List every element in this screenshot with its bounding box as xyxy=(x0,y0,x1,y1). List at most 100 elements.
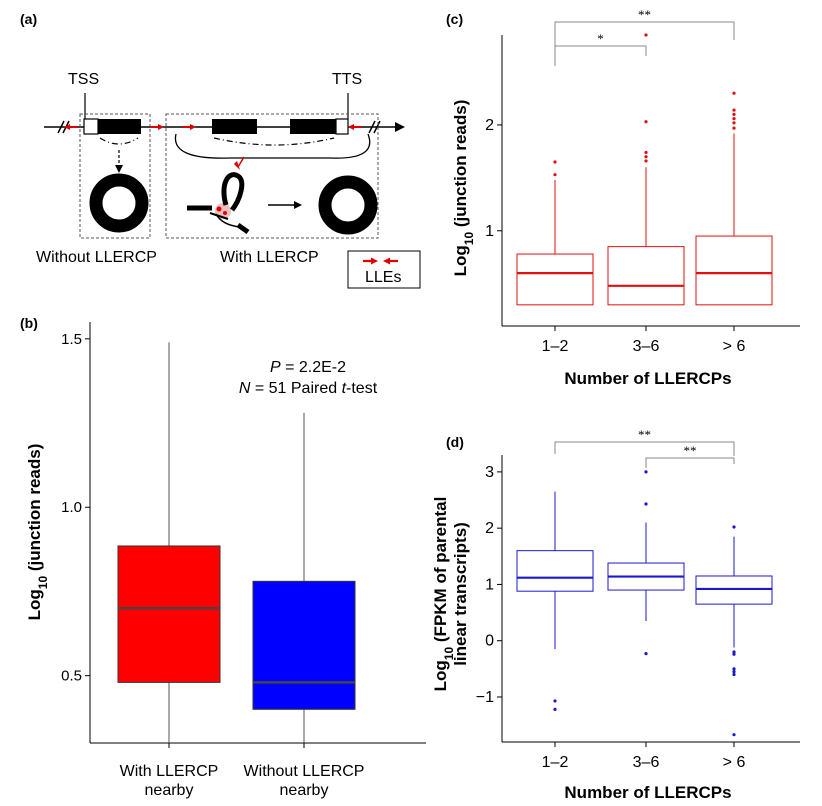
significance-label: ** xyxy=(684,443,697,458)
without-llercp-label: Without LLERCP xyxy=(36,249,157,266)
n-test-annotation: N = 51 Paired t-test xyxy=(239,380,378,397)
outlier-point xyxy=(553,707,557,711)
genome-arrowhead xyxy=(395,122,405,132)
y-tick-label: 0.5 xyxy=(61,668,82,685)
panel-b-label: (b) xyxy=(20,315,38,331)
x-tick-label: nearby xyxy=(145,782,194,799)
y-tick-label: 1.5 xyxy=(61,331,82,348)
panel-d-x-axis-title: Number of LLERCPs xyxy=(564,783,731,802)
y-tick-label: 1 xyxy=(485,576,494,593)
x-tick-label: nearby xyxy=(280,782,329,799)
y-axis-title-line: Log10 (FPKM of parental xyxy=(431,497,456,692)
lariat-loop-icon xyxy=(187,172,250,235)
with-llercp-label: With LLERCP xyxy=(220,249,319,266)
outlier-point xyxy=(732,672,736,677)
panel-c-label: (c) xyxy=(446,11,463,27)
x-tick-label: 3–6 xyxy=(633,754,660,771)
panel-a-label: (a) xyxy=(20,11,37,27)
outlier-point xyxy=(732,733,736,737)
panel-c-chart: (c) 121–2 3–6 > 6*** Log10 (junction reads… xyxy=(446,7,800,388)
exon-2 xyxy=(212,119,257,134)
circrna-left-icon xyxy=(89,173,149,233)
panel-d-y-axis-title: Log10 (FPKM of parental linear transcript… xyxy=(431,497,470,692)
circrna-right-icon xyxy=(318,175,378,235)
p-value-annotation: P = 2.2E-2 xyxy=(270,359,346,376)
tss-label: TSS xyxy=(68,71,99,88)
box xyxy=(117,545,221,683)
tts-label: TTS xyxy=(332,71,362,88)
pairing-arc xyxy=(174,133,371,159)
outlier-point xyxy=(553,173,557,177)
outlier-point xyxy=(644,470,648,474)
y-tick-label: 3 xyxy=(485,464,494,481)
outlier-point xyxy=(644,652,648,656)
box xyxy=(516,550,594,592)
outlier-point xyxy=(644,150,648,155)
box xyxy=(252,580,356,710)
box xyxy=(695,235,773,306)
splice-arc-left xyxy=(99,137,139,145)
x-tick-label: Without LLERCP xyxy=(244,763,365,780)
x-tick-label: > 6 xyxy=(723,338,746,355)
exon-3 xyxy=(290,119,336,134)
utr-3-box xyxy=(335,118,349,135)
significance-label: * xyxy=(597,31,604,46)
significance-label: ** xyxy=(638,427,651,442)
outlier-point xyxy=(553,160,557,164)
y-tick-label: 1 xyxy=(485,223,494,240)
utr-5-box xyxy=(83,118,99,135)
significance-label: ** xyxy=(638,7,651,22)
with-llercp-box xyxy=(165,113,379,239)
significance-bracket xyxy=(645,457,735,468)
panel-a-schematic: (a) TSS TTS xyxy=(20,11,421,289)
without-llercp-box xyxy=(79,113,151,239)
outlier-point xyxy=(732,525,736,529)
y-tick-label: 0 xyxy=(485,633,494,650)
panel-d-chart: (d) −1 0 1 2 3 1–2 3–6 > 6 ** ** Log10 (FPKM of p… xyxy=(431,427,800,802)
box xyxy=(516,253,594,306)
outlier-point xyxy=(732,112,736,116)
outlier-point xyxy=(732,652,736,656)
outlier-point xyxy=(732,121,736,125)
outlier-point xyxy=(732,670,736,674)
y-axis-title-line: Log10 (junction reads) xyxy=(25,444,50,621)
box xyxy=(607,246,685,306)
panel-b-chart: (b) 0.5 1.0 1.5 With LLERCP nearby Without LL… xyxy=(20,315,426,799)
lle-arrow-2 xyxy=(150,124,164,130)
panel-b-y-axis-title: Log10 (junction reads) xyxy=(25,444,50,621)
significance-bracket xyxy=(554,441,735,456)
significance-bracket xyxy=(554,45,647,66)
y-axis-title-line: Log10 (junction reads) xyxy=(451,100,476,277)
outlier-point xyxy=(732,91,736,95)
right-break-mark xyxy=(368,120,381,134)
splice-arc-right xyxy=(213,137,335,146)
transition-arrowhead xyxy=(294,201,302,209)
x-tick-label: 1–2 xyxy=(542,338,569,355)
x-tick-label: 1–2 xyxy=(542,754,569,771)
panel-d-label: (d) xyxy=(446,434,464,450)
lle-arrow-3 xyxy=(182,124,196,130)
y-tick-label: 2 xyxy=(485,520,494,537)
panel-c-x-axis-title: Number of LLERCPs xyxy=(564,369,731,388)
x-tick-label: 3–6 xyxy=(633,338,660,355)
outlier-point xyxy=(732,667,736,671)
down-arrowhead xyxy=(115,165,123,173)
outlier-point xyxy=(644,120,648,124)
lle-arrow-4 xyxy=(348,124,362,130)
y-axis-title-line: linear transcripts) xyxy=(451,522,470,666)
outlier-point xyxy=(732,108,736,112)
lle-arrow-1 xyxy=(64,124,78,130)
x-tick-label: With LLERCP xyxy=(120,763,219,780)
outlier-point xyxy=(644,159,648,163)
outlier-point xyxy=(644,33,648,37)
x-tick-label: > 6 xyxy=(723,754,746,771)
y-tick-label: 1.0 xyxy=(61,499,82,516)
box xyxy=(695,575,773,605)
outlier-point xyxy=(732,116,736,121)
y-tick-label: 2 xyxy=(485,117,494,134)
outlier-point xyxy=(553,699,557,703)
red-loop-arrow xyxy=(234,156,245,170)
lle-legend-arrow-right xyxy=(363,257,378,265)
lle-legend-box xyxy=(347,250,421,289)
